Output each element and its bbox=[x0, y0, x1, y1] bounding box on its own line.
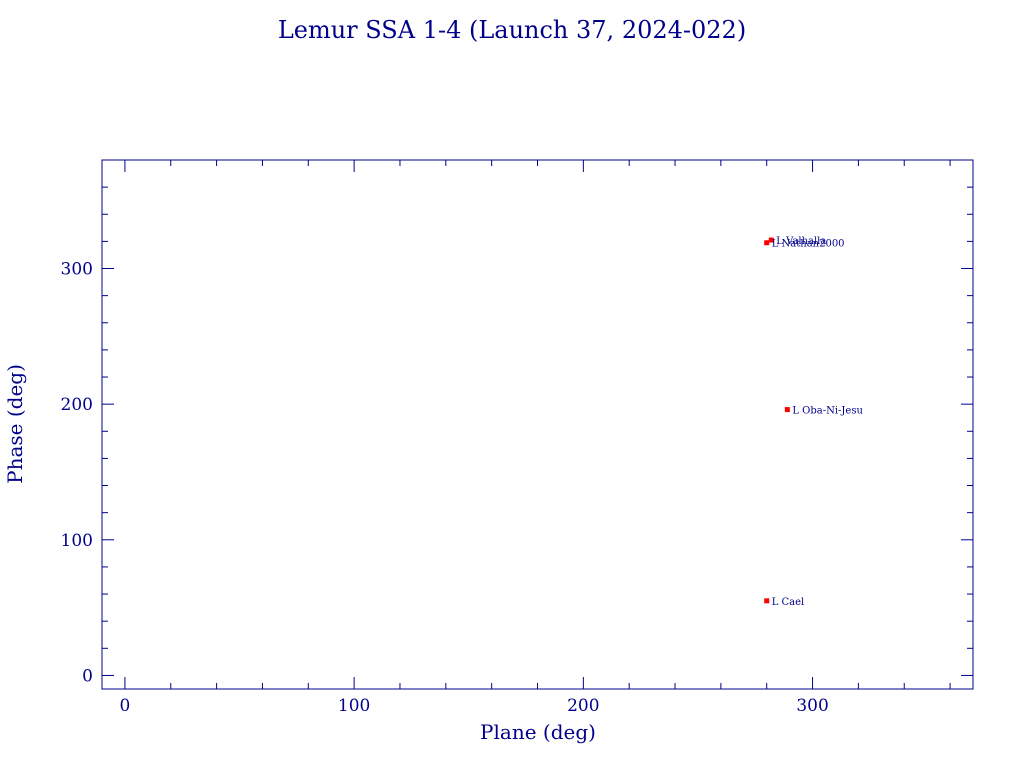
data-point-marker bbox=[784, 407, 790, 413]
data-point-marker bbox=[764, 240, 770, 246]
x-tick-label: 0 bbox=[120, 696, 131, 716]
data-point-marker bbox=[764, 598, 770, 604]
y-axis-tick-labels: 0 100 200 300 bbox=[61, 260, 93, 687]
y-tick-label: 200 bbox=[61, 395, 93, 415]
data-point-label: L Oba-Ni-Jesu bbox=[792, 406, 863, 417]
x-axis-tick-labels: 0 100 200 300 bbox=[120, 696, 829, 716]
y-tick-label: 0 bbox=[82, 666, 93, 686]
x-axis-ticks bbox=[124, 160, 951, 689]
y-tick-label: 100 bbox=[61, 531, 93, 551]
y-axis-label: Phase (deg) bbox=[3, 364, 27, 484]
x-axis-label: Plane (deg) bbox=[480, 720, 596, 744]
chart-title: Lemur SSA 1-4 (Launch 37, 2024-022) bbox=[278, 16, 746, 44]
x-tick-label: 300 bbox=[796, 696, 828, 716]
data-point-label: L Cael bbox=[772, 597, 805, 608]
x-tick-label: 200 bbox=[567, 696, 599, 716]
x-tick-label: 100 bbox=[338, 696, 370, 716]
data-point-marker bbox=[768, 237, 774, 243]
y-axis-ticks bbox=[102, 159, 973, 676]
y-tick-label: 300 bbox=[61, 260, 93, 280]
data-point-label: L Valhalla bbox=[776, 236, 826, 247]
data-point-label: L Nathan2000 bbox=[772, 239, 845, 250]
